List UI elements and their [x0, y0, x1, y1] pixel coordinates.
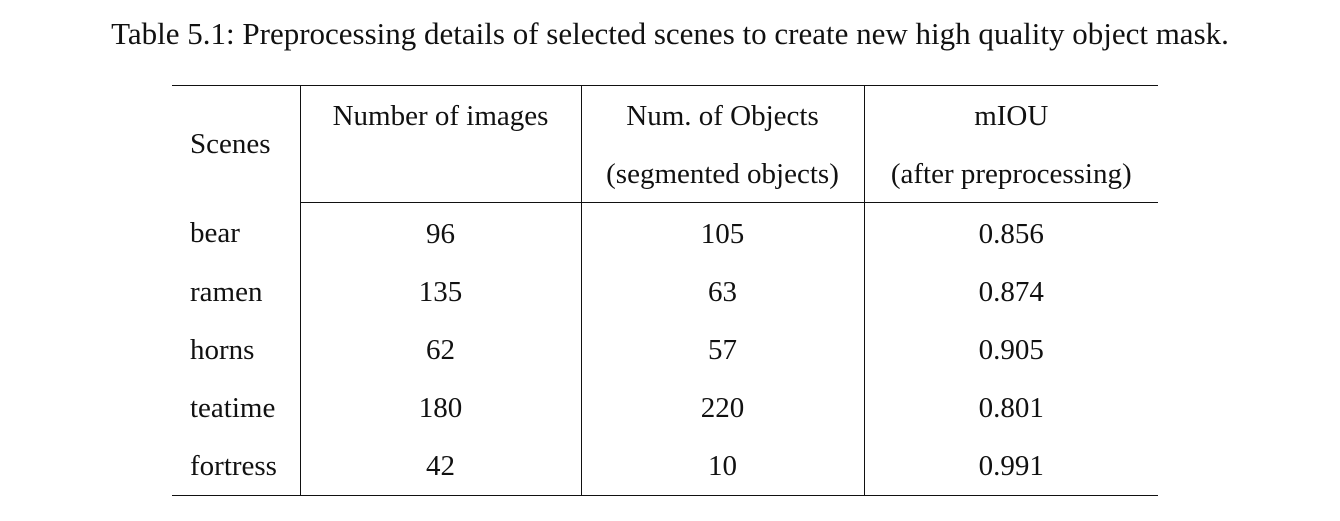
- cell-objects: 63: [580, 263, 864, 321]
- table-caption: Table 5.1: Preprocessing details of sele…: [111, 16, 1229, 51]
- preprocessing-table: Scenes Number of images Num. of Objects …: [172, 85, 1158, 496]
- cell-miou: 0.905: [863, 321, 1158, 379]
- cell-scene: bear: [190, 217, 240, 250]
- table-row: teatime 180 220 0.801: [172, 379, 1158, 437]
- cell-objects: 105: [580, 202, 864, 263]
- header-num-images: Number of images: [299, 85, 581, 146]
- cell-scene: fortress: [172, 437, 300, 496]
- cell-images: 62: [299, 321, 581, 379]
- cell-images: 96: [299, 202, 581, 263]
- cell-miou: 0.801: [863, 379, 1158, 437]
- table-row: fortress 42 10 0.991: [172, 437, 1158, 496]
- header-scenes: Scenes: [172, 85, 300, 203]
- cell-scene: teatime: [190, 391, 276, 424]
- table-row: horns 62 57 0.905: [172, 321, 1158, 379]
- cell-miou: 0.856: [863, 202, 1158, 263]
- cell-objects: 57: [580, 321, 864, 379]
- header-num-images-sub: [299, 146, 581, 203]
- table-body: bear 96 105 0.856 ramen 135 63 0.874 hor…: [172, 202, 1158, 496]
- cell-miou: 0.991: [863, 437, 1158, 496]
- header-miou: mIOU: [863, 85, 1158, 146]
- cell-images: 42: [299, 437, 581, 496]
- cell-objects: 10: [580, 437, 864, 496]
- cell-images: 135: [299, 263, 581, 321]
- header-num-objects: Num. of Objects: [580, 85, 864, 146]
- header-miou-sub: (after preprocessing): [863, 146, 1158, 203]
- table-header: Scenes Number of images Num. of Objects …: [172, 85, 1158, 203]
- table-row: ramen 135 63 0.874: [172, 263, 1158, 321]
- cell-objects: 220: [580, 379, 864, 437]
- table-row: bear 96 105 0.856: [172, 202, 1158, 263]
- cell-images: 180: [299, 379, 581, 437]
- cell-miou: 0.874: [863, 263, 1158, 321]
- cell-scene: ramen: [190, 275, 263, 308]
- header-num-objects-sub: (segmented objects): [580, 146, 864, 203]
- cell-scene: horns: [190, 333, 255, 366]
